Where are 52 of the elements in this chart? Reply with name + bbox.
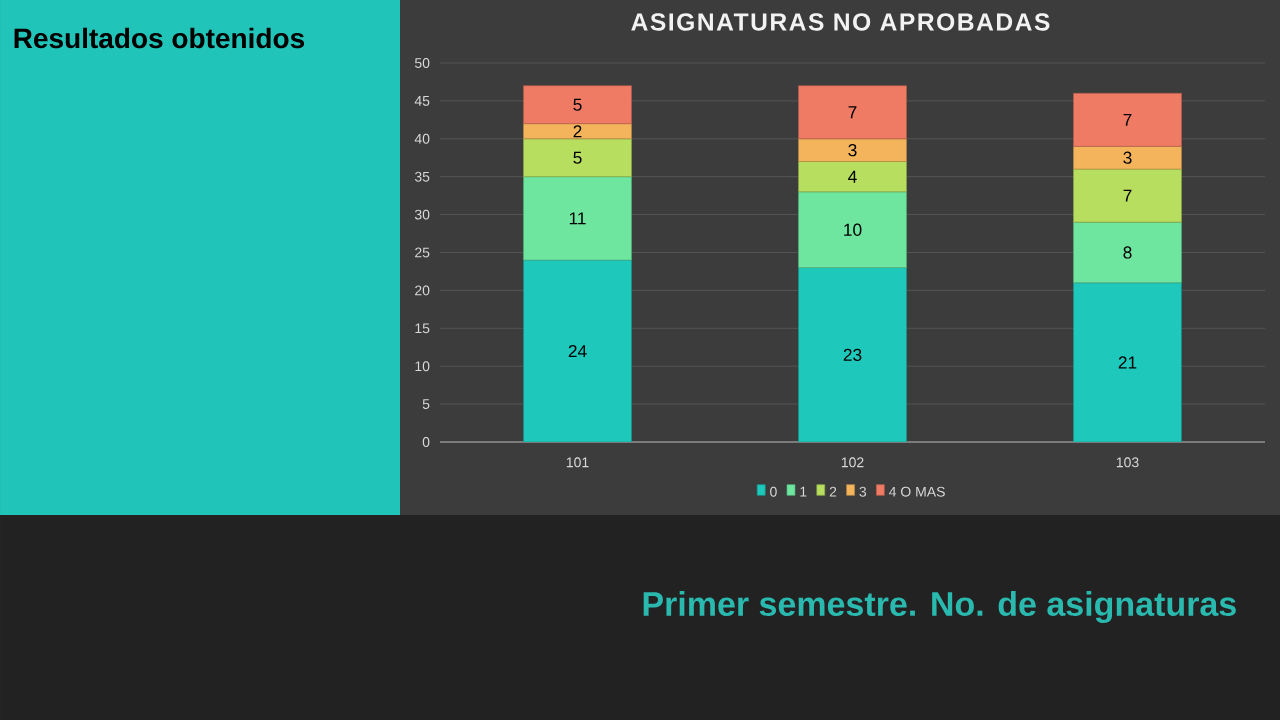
- y-tick-label: 25: [415, 247, 430, 258]
- text: Resultados obtenidos: [14, 27, 305, 49]
- bar: [798, 138, 907, 162]
- legend-label: 1: [800, 486, 807, 497]
- y-tick-label: 30: [414, 209, 430, 220]
- data-label: 7: [1123, 189, 1132, 202]
- y-tick-label: 50: [414, 58, 430, 68]
- bar: [523, 123, 632, 140]
- legend-label: 4 O MAS: [889, 486, 945, 497]
- data-label: 4: [848, 170, 857, 183]
- data-label: 11: [569, 212, 586, 225]
- data-label: 21: [1118, 356, 1137, 369]
- chart-title: ASIGNATURAS NO APROBADAS: [631, 13, 1050, 31]
- y-tick-label: 5: [422, 399, 430, 409]
- y-tick-label: 40: [414, 133, 430, 144]
- bar: [798, 85, 907, 140]
- text: Primer semestre. No. de asignaturas: [643, 591, 1236, 623]
- y-tick-label: 10: [415, 361, 430, 372]
- bar: [1073, 168, 1182, 223]
- x-tick-label: 101: [566, 457, 589, 468]
- bar: [798, 267, 907, 442]
- data-label: 3: [848, 144, 857, 157]
- data-label: 7: [1123, 113, 1132, 126]
- bar: [1073, 282, 1182, 442]
- bar: [1073, 221, 1182, 284]
- y-tick-label: 0: [422, 437, 430, 447]
- legend-label: 0: [770, 486, 777, 497]
- data-label: 5: [573, 98, 582, 111]
- y-tick-label: 15: [415, 323, 430, 334]
- bar: [798, 191, 907, 268]
- bar: [1073, 92, 1182, 147]
- data-label: 23: [843, 348, 862, 361]
- bar: [1073, 146, 1182, 170]
- x-tick-label: 102: [841, 457, 864, 468]
- data-label: 24: [568, 344, 587, 358]
- y-tick-label: 20: [415, 285, 430, 296]
- legend-label: 3: [859, 486, 867, 497]
- bar: [798, 161, 907, 193]
- data-label: 3: [1123, 151, 1132, 164]
- y-tick-label: 45: [414, 96, 430, 106]
- bar: [523, 138, 632, 178]
- data-label: 7: [848, 106, 857, 119]
- y-tick-label: 35: [414, 171, 430, 182]
- x-tick-label: 103: [1116, 457, 1139, 468]
- bar: [523, 85, 632, 124]
- data-label: 2: [573, 125, 582, 138]
- legend-label: 2: [829, 486, 837, 497]
- bar: [523, 176, 632, 261]
- data-label: 5: [573, 151, 582, 164]
- data-label: 10: [844, 223, 862, 236]
- data-label: 8: [1123, 246, 1132, 259]
- bar: [523, 259, 632, 442]
